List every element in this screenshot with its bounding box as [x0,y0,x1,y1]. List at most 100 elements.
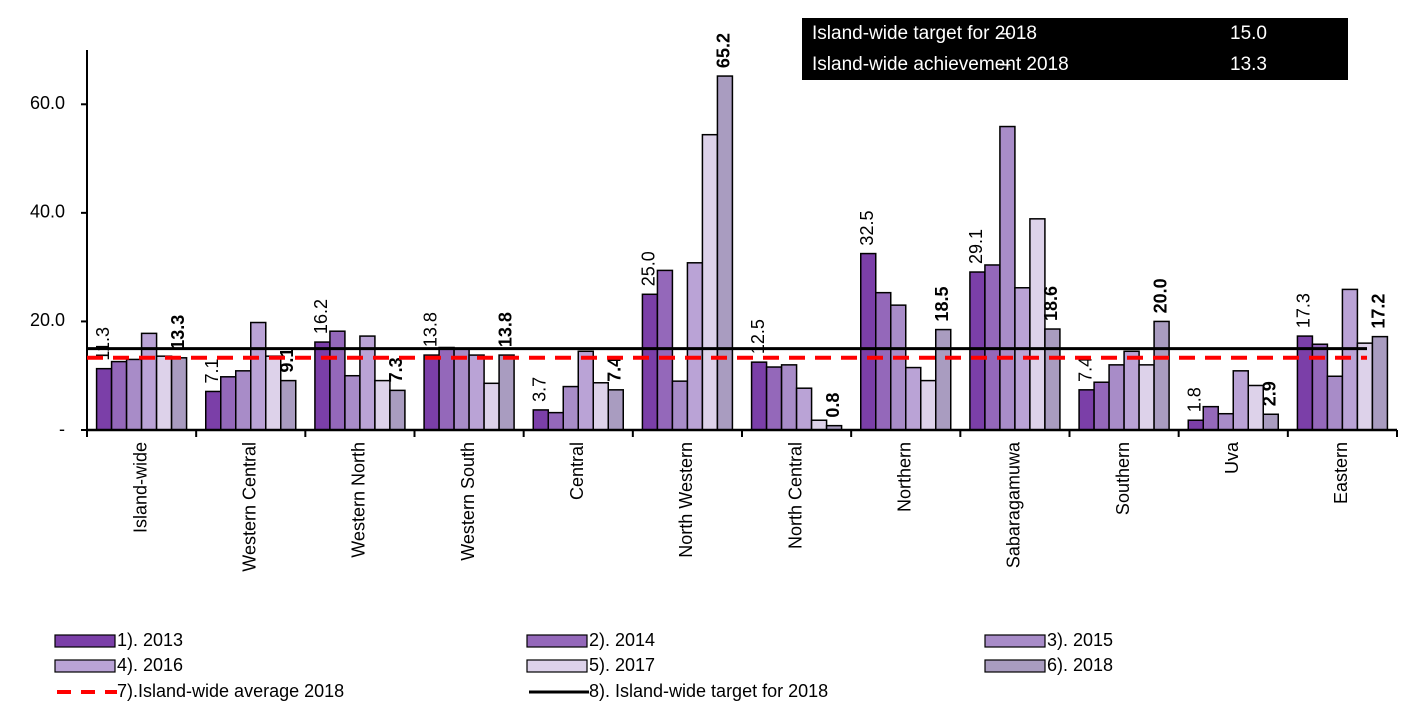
legend-swatch [526,634,588,648]
bar [607,389,624,431]
bar [1029,218,1046,431]
bar [935,328,952,431]
x-tick-label: Western North [349,442,369,558]
annotation-text: – [1000,54,1011,75]
bar [716,75,734,431]
legend-label: 6). 2018 [1047,655,1113,675]
legend-label: 4). 2016 [117,655,183,675]
bar [780,364,798,431]
data-label: 13.8 [420,312,440,347]
x-tick-label: Northern [895,442,915,512]
bar [656,269,674,431]
bar [1138,364,1155,431]
bar [170,357,188,431]
legend-label: 5). 2017 [589,655,655,675]
legend-label: 2). 2014 [589,630,655,650]
x-tick-label: Sabaragamuwa [1004,441,1024,568]
data-label: 65.2 [714,33,734,68]
annotation-text: Island-wide achievement 2018 [812,54,1069,75]
bar [562,385,579,431]
bar [1078,389,1095,431]
bar [498,354,515,431]
bar [1093,381,1110,431]
bar [999,125,1016,431]
y-tick-label: 60.0 [30,93,65,113]
bar [344,374,361,431]
data-label: 11.3 [93,327,113,361]
bar [1123,350,1140,431]
bar [438,346,455,431]
data-label: 0.8 [823,393,843,418]
bar [389,389,406,431]
bar [875,291,892,431]
bar [810,419,828,431]
annotation-box: Island-wide target for 2018– 15.0Island-w… [802,18,1348,80]
data-label: 25.0 [639,251,659,286]
data-label: 32.5 [857,211,877,246]
annotation-bg [802,18,1348,80]
bar [920,379,937,431]
bar [1217,412,1234,431]
data-label: 1.8 [1185,387,1205,412]
bar [765,366,783,431]
bar [423,354,440,431]
bar [1371,335,1389,431]
legend-swatch [54,659,116,673]
bar [453,348,470,431]
legend-label: 8). Island-wide target for 2018 [589,681,828,701]
data-label: 7.3 [386,357,406,382]
data-label: 7.4 [1075,357,1095,382]
bar [890,304,907,431]
bar [468,354,485,431]
bar [532,409,549,431]
data-label: 7.1 [202,358,222,383]
legend-swatch [54,634,116,648]
bar [374,379,391,431]
data-label: 12.5 [748,319,768,354]
data-label: 16.2 [311,299,331,334]
data-label: 17.2 [1369,294,1389,329]
bar [280,379,297,431]
y-tick-label: 40.0 [30,202,65,222]
bar [905,366,922,431]
annotation-text: Island-wide target for 2018 [812,23,1037,44]
bar [1108,364,1125,431]
x-tick-label: Western South [458,442,478,561]
legend-swatch [984,659,1046,673]
bar [125,358,143,431]
bar [795,387,813,431]
bar [155,355,173,431]
legend-swatch [526,659,588,673]
legend-label: 1). 2013 [117,630,183,650]
x-tick-label: North Central [785,442,805,549]
data-label: 18.6 [1041,286,1061,321]
bar [205,390,222,431]
bar [220,376,237,431]
bar [110,360,128,431]
data-label: 29.1 [966,229,986,264]
data-label: 3.7 [530,377,550,402]
bar [860,252,877,431]
data-label: 13.3 [168,315,188,350]
data-label: 2.9 [1260,381,1280,406]
bar [1232,370,1249,431]
bar [671,380,689,431]
bar [1296,335,1314,431]
bar [969,271,986,431]
bar [1326,375,1344,431]
bar [641,293,659,431]
x-tick-label: Southern [1113,442,1133,515]
annotation-text: 13.3 [1230,54,1267,75]
bar [1044,328,1061,431]
bar [701,133,719,431]
bar [95,367,113,431]
data-label: 20.0 [1150,278,1170,313]
data-label: 17.3 [1294,293,1314,328]
annotation-text: – [1000,23,1011,44]
bar [686,262,704,431]
data-label: 9.1 [277,348,297,373]
bar [329,330,346,431]
x-tick-label: Western Central [240,442,260,572]
annotation-text: 15.0 [1230,23,1267,44]
